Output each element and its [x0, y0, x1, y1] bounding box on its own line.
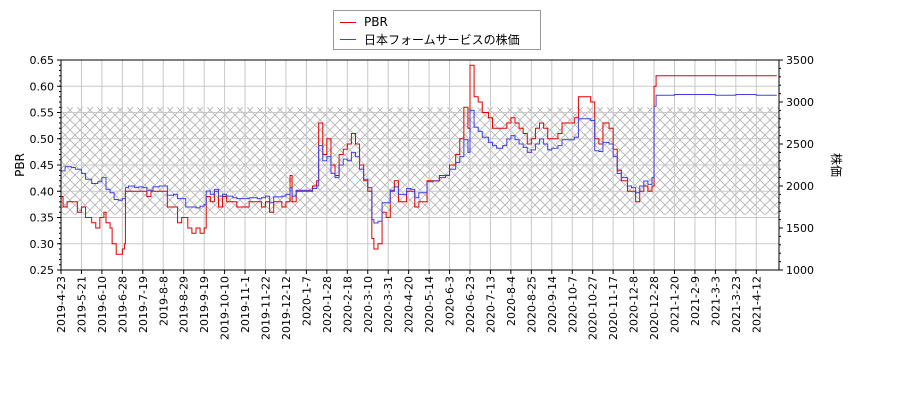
x-tick-label: 2019-7-19 — [137, 276, 150, 333]
y-tick-label-right: 3500 — [786, 54, 814, 67]
x-tick-label: 2020-4-20 — [403, 276, 416, 333]
x-tick-label: 2019-11-1 — [239, 276, 252, 333]
x-tick-label: 2020-3-10 — [362, 276, 375, 333]
legend: PBR 日本フォームサービスの株価 — [333, 10, 541, 50]
legend-swatch-stock — [340, 38, 356, 40]
y-tick-label-left: 0.30 — [30, 238, 55, 251]
y-tick-label-right: 1000 — [786, 264, 814, 277]
x-tick-label: 2020-5-14 — [423, 276, 436, 333]
x-tick-label: 2020-8-25 — [525, 276, 538, 333]
x-tick-label: 2020-3-31 — [382, 276, 395, 333]
x-tick-label: 2020-12-8 — [628, 276, 641, 333]
y-tick-label-left: 0.35 — [30, 212, 55, 225]
x-tick-label: 2019-12-12 — [280, 276, 293, 340]
y-tick-label-left: 0.25 — [30, 264, 55, 277]
grid — [60, 59, 779, 271]
x-tick-label: 2020-9-14 — [546, 276, 559, 333]
x-tick-label: 2019-8-29 — [178, 276, 191, 333]
x-tick-label: 2019-11-22 — [260, 276, 273, 340]
x-tick-label: 2021-4-12 — [750, 276, 763, 333]
y-axis-label-left: PBR — [13, 153, 27, 177]
legend-label-stock: 日本フォームサービスの株価 — [364, 32, 520, 47]
x-tick-label: 2019-5-21 — [75, 276, 88, 333]
y-tick-label-left: 0.60 — [30, 80, 55, 93]
x-tick-label: 2021-1-20 — [669, 276, 682, 333]
legend-label-pbr: PBR — [364, 15, 388, 29]
series-line-pbr — [61, 64, 777, 255]
x-tick-label: 2019-4-23 — [55, 276, 68, 333]
y-tick-label-right: 2500 — [786, 138, 814, 151]
x-tick-label: 2019-6-10 — [96, 276, 109, 333]
x-tick-label: 2020-1-28 — [321, 276, 334, 333]
hatched-band-rect — [61, 107, 779, 215]
legend-item-pbr: PBR — [340, 14, 388, 30]
y-tick-label-left: 0.50 — [30, 133, 55, 146]
y-tick-label-right: 2000 — [786, 180, 814, 193]
x-tick-label: 2020-1-7 — [300, 276, 313, 326]
legend-swatch-pbr — [340, 21, 356, 23]
x-tick-label: 2020-8-4 — [505, 276, 518, 326]
legend-item-stock: 日本フォームサービスの株価 — [340, 31, 520, 47]
hatched-band — [61, 107, 779, 215]
x-tick-label: 2019-8-8 — [157, 276, 170, 326]
x-tick-label: 2019-10-10 — [219, 276, 232, 340]
x-tick-label: 2020-2-18 — [341, 276, 354, 333]
x-tick-label: 2021-3-23 — [730, 276, 743, 333]
x-tick-label: 2020-12-28 — [648, 276, 661, 340]
y-tick-label-right: 1500 — [786, 222, 814, 235]
x-tick-label: 2020-7-13 — [484, 276, 497, 333]
y-tick-label-left: 0.40 — [30, 185, 55, 198]
x-tick-label: 2020-10-7 — [566, 276, 579, 333]
x-tick-label: 2020-6-3 — [444, 276, 457, 326]
y-tick-label-left: 0.45 — [30, 159, 55, 172]
y-tick-label-right: 3000 — [786, 96, 814, 109]
series-lines — [61, 64, 777, 255]
y-tick-label-left: 0.55 — [30, 107, 55, 120]
x-tick-label: 2019-6-28 — [116, 276, 129, 333]
x-tick-label: 2021-3-3 — [709, 276, 722, 326]
y-tick-label-left: 0.65 — [30, 54, 55, 67]
axes: 0.25 0.30 0.35 0.40 0.45 0.50 0.55 0.60 0.65 1000… — [30, 54, 815, 340]
series-line-stock — [61, 93, 777, 224]
x-tick-label: 2020-11-17 — [607, 276, 620, 340]
x-tick-label: 2020-10-27 — [587, 276, 600, 340]
x-tick-label: 2020-6-23 — [464, 276, 477, 333]
y-axis-label-right: 株価 — [829, 153, 844, 177]
x-tick-label: 2021-2-9 — [689, 276, 702, 326]
x-tick-label: 2019-9-19 — [198, 276, 211, 333]
